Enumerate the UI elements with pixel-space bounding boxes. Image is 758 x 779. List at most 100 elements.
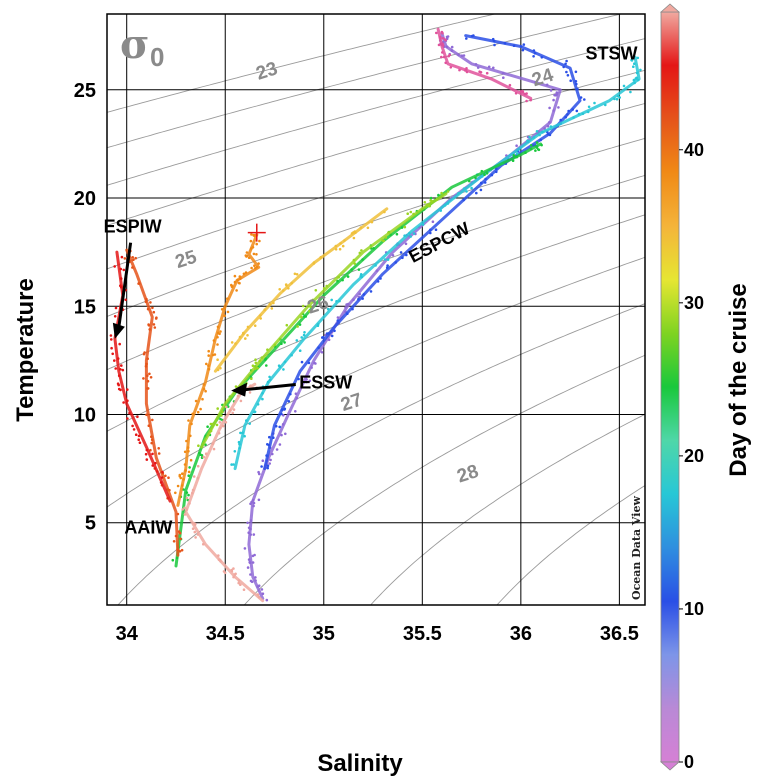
series-point <box>178 531 182 535</box>
series-point <box>327 338 331 342</box>
series-point <box>185 496 189 500</box>
series-point <box>194 536 197 539</box>
series-point <box>492 66 495 70</box>
plot-background <box>107 14 645 605</box>
series-point <box>538 133 541 137</box>
series-point <box>537 148 541 152</box>
series-point <box>189 434 192 438</box>
series-point <box>464 69 467 72</box>
series-point <box>146 307 150 311</box>
series-point <box>202 387 206 391</box>
series-point <box>369 290 373 293</box>
series-point <box>632 65 635 68</box>
series-point <box>630 59 634 62</box>
series-point <box>386 264 389 267</box>
series-point <box>325 284 329 288</box>
series-point <box>635 71 639 75</box>
series-point <box>151 306 154 310</box>
series-point <box>548 106 551 110</box>
y-tick-labels: 5 10 15 20 25 <box>74 80 96 535</box>
series-point <box>532 136 536 139</box>
series-point <box>238 442 241 446</box>
series-point <box>109 334 113 337</box>
series-point <box>242 588 246 591</box>
series-point <box>234 572 237 576</box>
series-point <box>249 519 253 522</box>
series-line <box>125 248 180 557</box>
series-point <box>268 435 271 439</box>
series-point <box>265 454 268 457</box>
series-line <box>213 207 389 373</box>
series-point <box>247 256 251 260</box>
series-point <box>248 561 252 564</box>
series-point <box>577 112 581 116</box>
series-point <box>616 94 620 98</box>
series-point <box>278 365 282 369</box>
series-point <box>251 561 255 564</box>
series-point <box>126 388 129 391</box>
series-point <box>113 315 117 318</box>
series-point <box>311 298 315 302</box>
series-point <box>479 181 483 185</box>
series-point <box>437 193 440 197</box>
series-point <box>412 212 415 216</box>
water-mass-label: ESPIW <box>104 217 162 237</box>
series-point <box>196 533 200 536</box>
colorbar-top-arrow <box>659 3 681 13</box>
series-point <box>183 463 187 466</box>
series-point <box>268 462 272 465</box>
series-point <box>128 411 131 415</box>
series-point <box>353 262 357 265</box>
series-point <box>145 458 149 461</box>
colorbar-title: Day of the cruise <box>725 283 752 476</box>
series-point <box>144 452 148 456</box>
series-point <box>358 292 362 296</box>
series-point <box>266 348 269 352</box>
series-point <box>275 448 279 451</box>
series-line <box>174 142 543 568</box>
colorbar-tick-label: 10 <box>684 599 704 619</box>
series-point <box>199 407 202 411</box>
series-point <box>178 550 182 553</box>
series-point <box>458 68 461 72</box>
series-point <box>261 392 264 395</box>
series-point <box>249 502 252 506</box>
series-point <box>216 343 219 346</box>
series-point <box>448 53 452 57</box>
series-point <box>258 239 261 243</box>
series-point <box>435 198 439 201</box>
x-tick-label: 34.5 <box>206 623 245 645</box>
isopycnal-line <box>496 485 645 605</box>
series-point <box>185 491 189 494</box>
series-point <box>439 35 442 39</box>
series-point <box>149 301 152 304</box>
series-point <box>300 315 303 319</box>
series-point <box>319 255 323 259</box>
series-point <box>304 315 308 318</box>
series-point <box>238 446 241 450</box>
series-point <box>357 268 361 271</box>
series-point <box>197 444 200 448</box>
series-point <box>207 354 210 357</box>
series-point <box>521 48 525 52</box>
series-point <box>278 288 282 291</box>
series-point <box>565 59 568 63</box>
series-point <box>260 465 263 468</box>
series-point <box>298 323 302 326</box>
series-point <box>212 447 216 451</box>
series-point <box>269 378 272 382</box>
series-point <box>534 149 537 152</box>
isopycnal-line <box>107 14 497 113</box>
series-point <box>446 190 450 193</box>
series-point <box>216 407 219 410</box>
series-point <box>145 413 148 417</box>
series-point <box>259 314 262 317</box>
series-point <box>219 417 222 421</box>
series-point <box>233 280 237 284</box>
series-point <box>218 421 222 424</box>
series-point <box>450 45 454 49</box>
series-point <box>503 41 507 45</box>
series-point <box>247 531 250 534</box>
series-point <box>117 387 121 391</box>
series-point <box>251 364 255 368</box>
